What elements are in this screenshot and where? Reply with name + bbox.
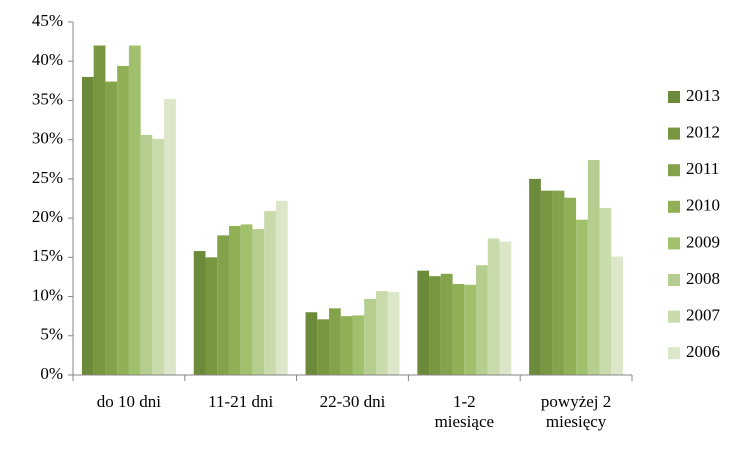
legend-swatch	[668, 237, 680, 250]
bar	[387, 291, 400, 375]
bar	[329, 308, 341, 375]
bar	[193, 251, 206, 375]
legend-swatch	[668, 200, 680, 213]
bar	[117, 65, 129, 375]
bar	[81, 76, 94, 376]
y-tick-label: 20%	[32, 207, 63, 226]
bar	[205, 257, 218, 375]
x-tick-label: 22-30 dni	[319, 392, 386, 411]
bar	[240, 224, 253, 375]
bar	[140, 134, 153, 375]
bar	[576, 219, 588, 375]
legend-label: 2008	[686, 269, 720, 288]
bar	[452, 284, 465, 375]
bar	[499, 241, 512, 375]
legend-swatch	[668, 310, 680, 323]
bar	[429, 276, 441, 375]
x-tick-label: 11-21 dni	[208, 392, 274, 411]
y-tick-label: 25%	[32, 168, 63, 187]
y-tick-label: 45%	[32, 11, 63, 30]
bar	[264, 211, 276, 375]
legend-label: 2013	[686, 86, 720, 105]
legend-swatch	[668, 91, 680, 103]
legend-swatch	[668, 274, 680, 286]
bar	[93, 45, 106, 376]
legend-label: 2007	[686, 306, 721, 325]
bar	[375, 291, 388, 375]
bar	[275, 200, 288, 375]
y-tick-label: 35%	[32, 89, 63, 108]
bar	[364, 298, 376, 375]
legend-label: 2009	[686, 232, 720, 251]
legend-label: 2011	[686, 159, 719, 178]
bar	[128, 45, 141, 376]
legend-swatch	[668, 347, 680, 360]
bar	[564, 197, 577, 375]
y-tick-label: 5%	[40, 325, 63, 344]
bar	[440, 273, 453, 375]
legend-label: 2012	[686, 123, 720, 142]
bar	[228, 225, 241, 375]
y-tick-label: 15%	[32, 246, 63, 265]
bar	[317, 319, 330, 375]
bar	[340, 316, 353, 375]
bar	[164, 98, 176, 376]
bar	[252, 229, 265, 375]
legend-swatch	[668, 127, 680, 140]
bar	[105, 81, 118, 376]
bar	[611, 256, 624, 375]
y-tick-label: 40%	[32, 50, 63, 69]
bar	[552, 190, 565, 375]
bar	[352, 315, 365, 375]
bar	[464, 284, 477, 375]
x-tick-label: do 10 dni	[96, 392, 161, 411]
y-tick-label: 0%	[40, 364, 63, 383]
bar	[487, 238, 500, 375]
legend-label: 2010	[686, 196, 720, 215]
legend-swatch	[668, 164, 680, 177]
bar	[417, 270, 430, 375]
y-tick-label: 10%	[32, 285, 63, 304]
bar	[217, 235, 229, 375]
bar	[587, 160, 600, 375]
y-tick-label: 30%	[32, 129, 63, 148]
bar	[540, 190, 553, 375]
bar	[529, 178, 541, 375]
bar	[152, 138, 165, 375]
bar	[599, 207, 612, 375]
x-tick-label: 1-2 miesiące	[434, 392, 495, 431]
legend-label: 2006	[686, 342, 720, 361]
bar	[305, 312, 318, 375]
bar	[476, 265, 488, 375]
x-tick-label: powyżej 2 miesięcy	[540, 392, 612, 431]
